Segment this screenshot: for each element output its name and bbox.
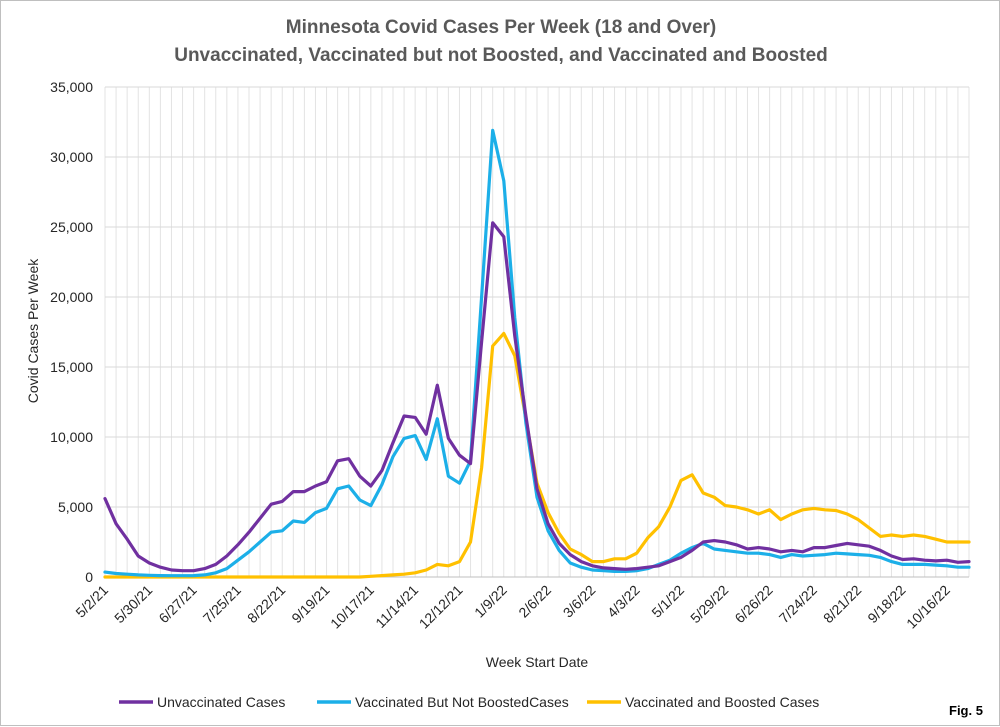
legend-label: Vaccinated But Not BoostedCases xyxy=(355,694,569,710)
x-tick-label: 5/30/21 xyxy=(111,582,155,626)
x-tick-label: 10/17/21 xyxy=(327,582,377,632)
x-tick-label: 9/19/21 xyxy=(288,582,332,626)
legend: Unvaccinated Cases Vaccinated But Not Boo… xyxy=(119,694,819,710)
y-tick-label: 15,000 xyxy=(50,359,93,375)
x-tick-label: 6/27/21 xyxy=(155,582,199,626)
series-line-0 xyxy=(103,221,971,573)
legend-label: Unvaccinated Cases xyxy=(157,694,285,710)
x-axis-ticks: 5/2/21 5/30/21 6/27/21 7/25/21 8/22/21 9/19/2… xyxy=(72,582,953,632)
x-tick-label: 5/1/22 xyxy=(648,582,687,621)
x-tick-label: 1/9/22 xyxy=(471,582,510,621)
plot-grid xyxy=(104,86,970,578)
y-tick-label: 5,000 xyxy=(58,499,93,515)
x-tick-label: 9/18/22 xyxy=(864,582,908,626)
x-tick-label: 2/6/22 xyxy=(515,582,554,621)
x-tick-label: 10/16/22 xyxy=(903,582,953,632)
chart-title: Minnesota Covid Cases Per Week (18 and O… xyxy=(286,17,716,38)
x-tick-label: 8/22/21 xyxy=(244,582,288,626)
fig-label: Fig. 5 xyxy=(949,703,983,718)
y-tick-label: 10,000 xyxy=(50,429,93,445)
chart-subtitle: Unvaccinated, Vaccinated but not Boosted… xyxy=(174,45,828,66)
x-tick-label: 5/2/21 xyxy=(72,582,111,621)
x-tick-label: 12/12/21 xyxy=(416,582,466,632)
x-tick-label: 7/25/21 xyxy=(200,582,244,626)
y-tick-label: 25,000 xyxy=(50,219,93,235)
y-tick-label: 0 xyxy=(85,569,93,585)
y-tick-label: 35,000 xyxy=(50,79,93,95)
x-tick-label: 11/14/21 xyxy=(372,582,421,631)
y-tick-label: 30,000 xyxy=(50,149,93,165)
x-tick-label: 8/21/22 xyxy=(820,582,864,626)
series-line-1 xyxy=(103,128,971,578)
x-tick-label: 6/26/22 xyxy=(731,582,775,626)
x-tick-label: 3/6/22 xyxy=(560,582,599,621)
x-axis-label: Week Start Date xyxy=(486,654,589,670)
series-lines xyxy=(103,128,971,579)
x-tick-label: 4/3/22 xyxy=(604,582,643,621)
legend-label: Vaccinated and Boosted Cases xyxy=(625,694,819,710)
x-tick-label: 7/24/22 xyxy=(776,582,820,626)
y-tick-label: 20,000 xyxy=(50,289,93,305)
y-axis-ticks: 0 5,000 10,000 15,000 20,000 25,000 30,000 35,0… xyxy=(50,79,93,585)
x-tick-label: 5/29/22 xyxy=(687,582,731,626)
y-axis-label: Covid Cases Per Week xyxy=(25,258,41,403)
